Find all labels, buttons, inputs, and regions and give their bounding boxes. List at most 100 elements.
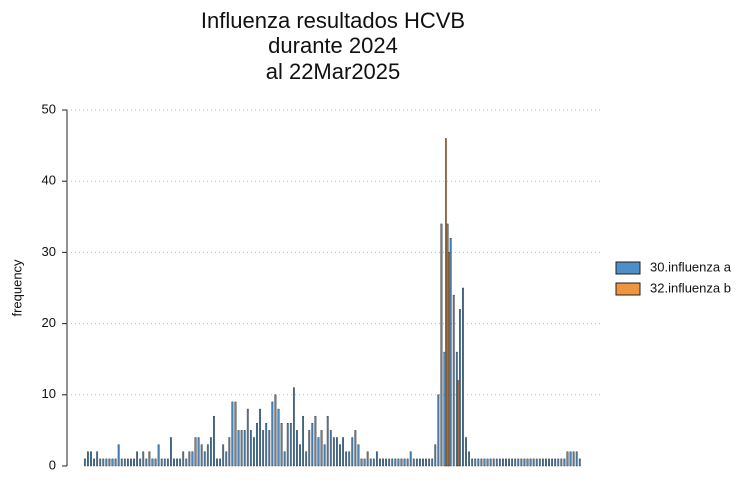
bar <box>445 138 447 467</box>
bar <box>249 430 252 467</box>
bar <box>498 458 501 467</box>
bar <box>375 451 378 467</box>
bar <box>505 458 507 467</box>
bar <box>160 458 163 467</box>
y-tick-label: 0 <box>49 457 56 472</box>
bar <box>302 415 304 467</box>
bar <box>188 451 191 467</box>
bar <box>457 380 460 467</box>
bar <box>170 437 172 467</box>
bar <box>471 458 474 467</box>
bar <box>517 458 520 467</box>
bar <box>83 458 86 467</box>
bar <box>431 458 434 467</box>
y-tick-label: 40 <box>42 173 56 188</box>
bar <box>299 444 301 467</box>
bar <box>397 458 400 467</box>
bar <box>231 401 234 467</box>
legend-label: 32.influenza b <box>650 280 731 295</box>
bar <box>415 458 418 467</box>
bar <box>222 444 225 467</box>
bar <box>163 458 166 467</box>
bar <box>182 451 185 467</box>
y-tick-label: 10 <box>42 386 56 401</box>
legend-label: 30.influenza a <box>650 259 732 274</box>
bar <box>508 458 510 467</box>
bar <box>477 458 480 467</box>
bar <box>173 458 175 467</box>
bar <box>366 451 369 467</box>
bar <box>262 430 265 467</box>
chart-title: durante 2024 <box>268 33 398 58</box>
bar <box>157 444 160 467</box>
bar <box>369 458 372 467</box>
bar <box>406 458 409 467</box>
bar <box>575 451 578 467</box>
bar <box>225 451 228 467</box>
bar <box>449 237 452 467</box>
bar <box>400 458 403 467</box>
bar <box>219 458 221 467</box>
bar <box>216 458 218 467</box>
bar <box>566 451 569 467</box>
bar <box>114 458 117 467</box>
bar <box>126 458 129 467</box>
bar <box>203 451 206 467</box>
bar <box>452 294 455 467</box>
bar <box>139 458 142 467</box>
y-tick-label: 30 <box>42 244 56 259</box>
bar <box>483 458 486 467</box>
bar <box>268 430 271 467</box>
chart-title: al 22Mar2025 <box>266 59 401 84</box>
bar <box>130 458 132 467</box>
bar <box>145 458 148 467</box>
bar <box>409 451 412 467</box>
bar <box>320 430 323 467</box>
bar <box>274 394 277 467</box>
bar <box>234 401 237 467</box>
bar <box>176 458 178 467</box>
bar <box>443 351 446 467</box>
bar <box>511 458 514 467</box>
bar <box>578 458 581 467</box>
bar <box>468 451 470 467</box>
bar <box>280 423 283 467</box>
bar <box>348 451 351 467</box>
bar <box>403 458 406 467</box>
bar <box>391 458 394 467</box>
bar <box>557 458 560 467</box>
bar <box>243 430 246 467</box>
bar <box>142 451 145 467</box>
bar <box>379 458 381 467</box>
bar <box>480 458 483 467</box>
bar <box>572 451 575 467</box>
bar <box>259 408 261 467</box>
bar <box>548 458 550 467</box>
bar <box>554 458 557 467</box>
bar <box>492 458 495 467</box>
bar <box>385 458 387 467</box>
bar <box>102 458 105 467</box>
bar <box>569 451 572 467</box>
bar <box>136 451 138 467</box>
bar <box>228 437 231 467</box>
y-axis-label: frequency <box>9 259 24 317</box>
bar <box>388 458 391 467</box>
bar <box>286 423 289 467</box>
legend-swatch <box>615 282 641 296</box>
bar <box>538 458 541 467</box>
bar <box>240 430 243 467</box>
bar <box>148 451 151 467</box>
bar <box>545 458 547 467</box>
bar <box>372 458 375 467</box>
bar <box>502 458 504 467</box>
bar <box>474 458 477 467</box>
bar <box>541 458 544 467</box>
bar <box>560 458 563 467</box>
bar <box>105 458 108 467</box>
bar <box>357 444 360 467</box>
bar <box>425 458 427 467</box>
bar <box>209 437 212 467</box>
